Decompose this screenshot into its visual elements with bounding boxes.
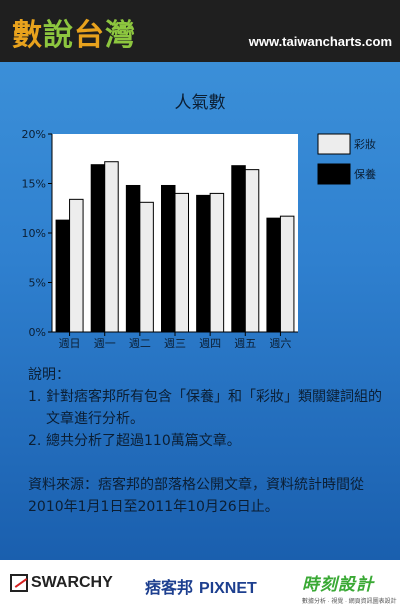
bar-makeup bbox=[174, 192, 189, 333]
note-number: 2. bbox=[28, 433, 42, 449]
logo-char: 說 bbox=[43, 18, 74, 53]
note-number: 1. bbox=[28, 389, 42, 405]
bar-skincare bbox=[231, 165, 246, 333]
note-text: 總共分析了超過110萬篇文章。 bbox=[46, 433, 241, 449]
bar-skincare bbox=[90, 164, 106, 333]
y-tick-label: 10% bbox=[22, 227, 46, 240]
site-url-link[interactable]: www.taiwancharts.com bbox=[248, 34, 392, 49]
content-panel: 人氣數 0% 5% 10% 15% 20% 週日 週一 週二 週三 週四 週五 週六 彩妝保養 說明： … bbox=[0, 62, 400, 560]
bar-skincare bbox=[196, 194, 211, 333]
legend-label: 保養 bbox=[354, 167, 376, 181]
note-item: 1. 針對痞客邦所有包含「保養」和「彩妝」類關鍵詞組的文章進行分析。 bbox=[28, 386, 388, 430]
bar-skincare bbox=[125, 184, 141, 333]
notes-heading: 說明： bbox=[28, 367, 70, 383]
x-tick-label: 週五 bbox=[234, 337, 256, 350]
logo-char: 台 bbox=[74, 18, 105, 53]
logo-char: 灣 bbox=[105, 18, 136, 53]
chart-title: 人氣數 bbox=[175, 93, 226, 113]
footer-bar: SWARCHY 痞客邦 PIXNET 時刻設計 數據分析 · 視覺 · 網頁資訊圖… bbox=[0, 560, 400, 610]
bar-skincare bbox=[161, 184, 176, 333]
note-text: 針對痞客邦所有包含「保養」和「彩妝」類關鍵詞組的文章進行分析。 bbox=[46, 389, 382, 427]
swarchy-logo[interactable]: SWARCHY bbox=[10, 574, 113, 592]
bar-makeup bbox=[104, 161, 119, 333]
bar-makeup bbox=[209, 192, 225, 333]
bar-makeup bbox=[69, 198, 84, 333]
data-source-note: 資料來源：痞客邦的部落格公開文章，資料統計時間從2010年1月1日至2011年1… bbox=[28, 477, 364, 515]
x-tick-label: 週日 bbox=[59, 337, 81, 350]
swarchy-label: SWARCHY bbox=[31, 574, 113, 591]
x-tick-label: 週三 bbox=[164, 337, 186, 350]
design-studio-tagline: 數據分析 · 視覺 · 網頁資訊圖表設計 bbox=[302, 599, 397, 605]
x-tick-label: 週二 bbox=[129, 337, 151, 350]
design-studio-logo[interactable]: 時刻設計 數據分析 · 視覺 · 網頁資訊圖表設計 bbox=[302, 570, 397, 605]
legend-swatch bbox=[317, 163, 351, 185]
y-tick-label: 0% bbox=[29, 326, 46, 339]
bar-makeup bbox=[244, 169, 260, 333]
bar-makeup bbox=[279, 215, 295, 333]
x-tick-label: 週六 bbox=[269, 337, 291, 350]
y-tick-label: 15% bbox=[22, 178, 46, 191]
note-item: 2. 總共分析了超過110萬篇文章。 bbox=[28, 430, 388, 452]
design-studio-label: 時刻設計 bbox=[302, 575, 374, 595]
bar-skincare bbox=[55, 219, 71, 333]
pixnet-logo[interactable]: 痞客邦 PIXNET bbox=[145, 574, 257, 598]
x-tick-label: 週四 bbox=[199, 337, 221, 350]
bar-skincare bbox=[266, 217, 281, 333]
site-logo[interactable]: 數說台灣 bbox=[12, 10, 136, 54]
legend-swatch bbox=[317, 133, 351, 155]
pixnet-label: PIXNET bbox=[199, 580, 257, 597]
y-tick-label: 20% bbox=[22, 128, 46, 141]
notes-section: 說明： 1. 針對痞客邦所有包含「保養」和「彩妝」類關鍵詞組的文章進行分析。 2… bbox=[28, 364, 388, 518]
bar-makeup bbox=[139, 201, 154, 333]
header-bar: 數說台灣 www.taiwancharts.com bbox=[0, 0, 400, 62]
pixnet-brand-label: 痞客邦 bbox=[145, 578, 194, 597]
logo-char: 數 bbox=[12, 18, 43, 53]
y-tick-label: 5% bbox=[29, 277, 46, 290]
legend-label: 彩妝 bbox=[354, 137, 376, 151]
trend-chart-icon bbox=[10, 574, 28, 592]
x-tick-label: 週一 bbox=[94, 337, 116, 350]
